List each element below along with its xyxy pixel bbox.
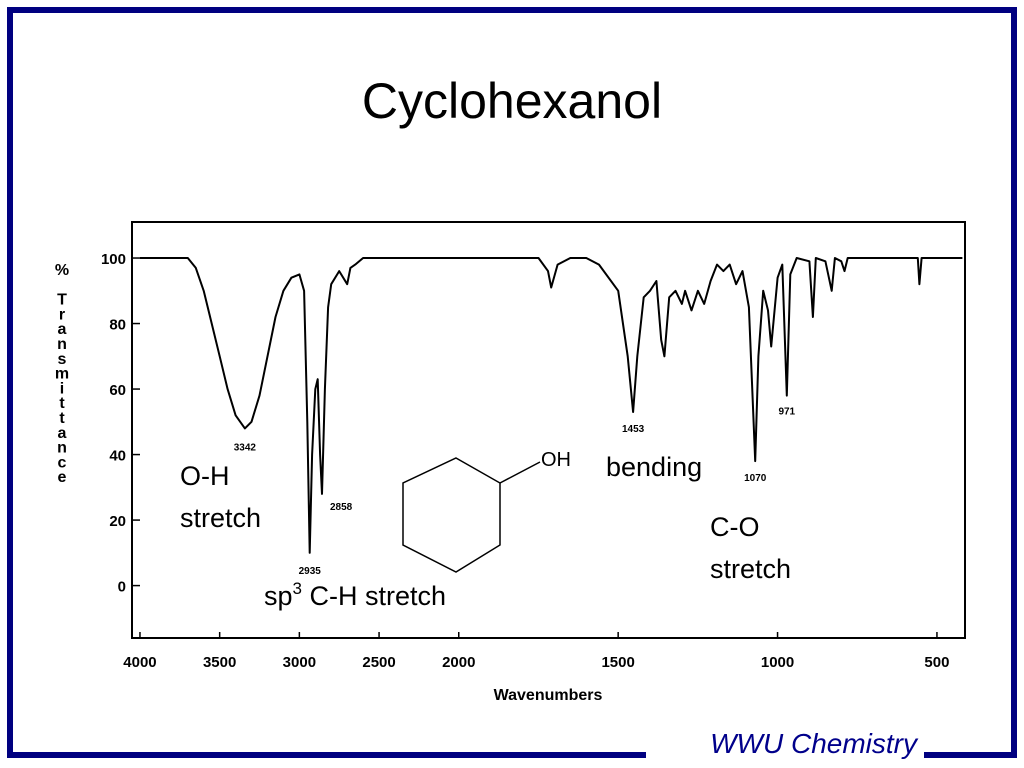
y-tick-label: 100 xyxy=(101,251,126,268)
slide-title: Cyclohexanol xyxy=(362,73,662,129)
peak-label: 1070 xyxy=(744,473,767,484)
y-tick-label: 0 xyxy=(118,579,126,596)
footer: WWU Chemistry xyxy=(710,728,919,759)
annotation-sup: 3 xyxy=(293,579,302,598)
peak-label: 2858 xyxy=(330,502,353,513)
x-tick-label: 3000 xyxy=(283,654,316,671)
molecule-label: OH xyxy=(541,449,571,471)
bond xyxy=(499,461,541,484)
peak-label: 2935 xyxy=(299,566,322,577)
annotation: bending xyxy=(606,452,702,482)
peak-label: 1453 xyxy=(622,424,645,435)
annotation: stretch xyxy=(180,503,261,533)
annotation-part: C-H stretch xyxy=(302,581,446,611)
x-tick-label: 1500 xyxy=(601,654,634,671)
molecule: OH xyxy=(402,449,571,573)
annotation: O-H xyxy=(180,461,230,491)
x-tick-label: 2000 xyxy=(442,654,475,671)
x-tick-label: 1000 xyxy=(761,654,794,671)
y-tick-label: 80 xyxy=(109,317,126,334)
x-tick-label: 500 xyxy=(924,654,949,671)
annotation: C-O xyxy=(710,512,760,542)
plot-frame xyxy=(131,221,966,639)
annotation-part: sp xyxy=(264,581,293,611)
peak-label: 971 xyxy=(778,407,795,418)
y-tick-label: 40 xyxy=(109,448,126,465)
y-axis-label: % Transmittance xyxy=(54,262,71,484)
annotation: stretch xyxy=(710,554,791,584)
spectrum xyxy=(140,257,963,554)
x-axis-label: Wavenumbers xyxy=(494,687,603,704)
x-tick-label: 4000 xyxy=(123,654,156,671)
x-tick-label: 3500 xyxy=(203,654,236,671)
y-tick-label: 20 xyxy=(109,513,126,530)
frame xyxy=(7,7,1017,758)
peak-label: 3342 xyxy=(234,442,257,453)
annotation: sp3 C-H stretch xyxy=(264,579,446,611)
y-tick-label: 60 xyxy=(109,382,126,399)
x-tick-label: 2500 xyxy=(362,654,395,671)
